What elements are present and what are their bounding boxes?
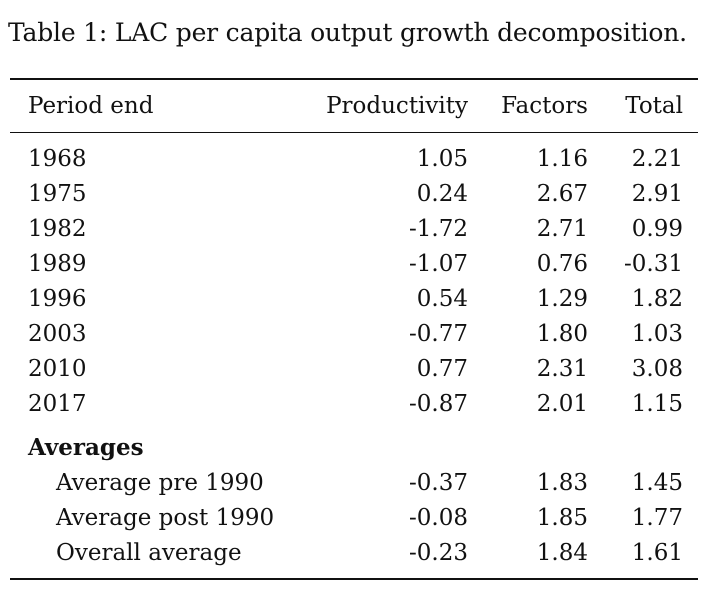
total-cell: 2.91 bbox=[631, 180, 683, 207]
table-row: 1982 -1.72 2.71 0.99 bbox=[10, 211, 698, 246]
productivity-cell: -0.37 bbox=[409, 469, 468, 496]
table-row: 2010 0.77 2.31 3.08 bbox=[10, 351, 698, 386]
average-label: Average post 1990 bbox=[56, 504, 275, 531]
period-cell: 1968 bbox=[28, 145, 87, 172]
total-cell: -0.31 bbox=[624, 250, 683, 277]
table-row: 2017 -0.87 2.01 1.15 bbox=[10, 386, 698, 421]
total-cell: 3.08 bbox=[631, 355, 683, 382]
period-cell: 1989 bbox=[28, 250, 87, 277]
productivity-cell: 0.54 bbox=[416, 285, 468, 312]
factors-cell: 2.67 bbox=[536, 180, 588, 207]
total-cell: 0.99 bbox=[631, 215, 683, 242]
productivity-cell: 0.77 bbox=[416, 355, 468, 382]
productivity-cell: 1.05 bbox=[416, 145, 468, 172]
growth-decomposition-table: Period end Productivity Factors Total 19… bbox=[10, 78, 698, 580]
period-cell: 2003 bbox=[28, 320, 87, 347]
table-row: 1975 0.24 2.67 2.91 bbox=[10, 176, 698, 211]
factors-cell: 2.01 bbox=[536, 390, 588, 417]
total-cell: 1.45 bbox=[631, 469, 683, 496]
factors-cell: 0.76 bbox=[536, 250, 588, 277]
period-cell: 1996 bbox=[28, 285, 87, 312]
factors-cell: 1.85 bbox=[536, 504, 588, 531]
average-row: Average pre 1990 -0.37 1.83 1.45 bbox=[10, 465, 698, 500]
factors-cell: 1.83 bbox=[536, 469, 588, 496]
average-row: Overall average -0.23 1.84 1.61 bbox=[10, 535, 698, 570]
factors-cell: 1.29 bbox=[536, 285, 588, 312]
average-row: Average post 1990 -0.08 1.85 1.77 bbox=[10, 500, 698, 535]
period-cell: 1982 bbox=[28, 215, 87, 242]
productivity-cell: -1.07 bbox=[409, 250, 468, 277]
header-rule bbox=[10, 132, 698, 133]
period-cell: 1975 bbox=[28, 180, 87, 207]
factors-cell: 2.71 bbox=[536, 215, 588, 242]
productivity-cell: -0.23 bbox=[409, 539, 468, 566]
productivity-cell: -0.77 bbox=[409, 320, 468, 347]
top-rule bbox=[10, 78, 698, 80]
header-row: Period end Productivity Factors Total bbox=[10, 80, 698, 132]
total-cell: 1.61 bbox=[631, 539, 683, 566]
table-row: 1968 1.05 1.16 2.21 bbox=[10, 141, 698, 176]
total-cell: 1.15 bbox=[631, 390, 683, 417]
productivity-cell: -1.72 bbox=[409, 215, 468, 242]
factors-cell: 1.84 bbox=[536, 539, 588, 566]
productivity-cell: -0.08 bbox=[409, 504, 468, 531]
factors-cell: 2.31 bbox=[536, 355, 588, 382]
table-row: 1996 0.54 1.29 1.82 bbox=[10, 281, 698, 316]
period-cell: 2010 bbox=[28, 355, 87, 382]
averages-heading: Averages bbox=[28, 434, 144, 461]
total-cell: 2.21 bbox=[631, 145, 683, 172]
productivity-cell: 0.24 bbox=[416, 180, 468, 207]
bottom-rule bbox=[10, 578, 698, 580]
total-cell: 1.03 bbox=[631, 320, 683, 347]
average-label: Average pre 1990 bbox=[56, 469, 264, 496]
period-cell: 2017 bbox=[28, 390, 87, 417]
header-productivity: Productivity bbox=[326, 93, 468, 119]
total-cell: 1.77 bbox=[631, 504, 683, 531]
table-row: 2003 -0.77 1.80 1.03 bbox=[10, 316, 698, 351]
table-row: 1989 -1.07 0.76 -0.31 bbox=[10, 246, 698, 281]
factors-cell: 1.16 bbox=[536, 145, 588, 172]
table-caption: Table 1: LAC per capita output growth de… bbox=[8, 18, 687, 47]
header-total: Total bbox=[625, 93, 683, 119]
average-label: Overall average bbox=[56, 539, 242, 566]
header-factors: Factors bbox=[501, 93, 588, 119]
header-period-end: Period end bbox=[28, 93, 154, 119]
factors-cell: 1.80 bbox=[536, 320, 588, 347]
total-cell: 1.82 bbox=[631, 285, 683, 312]
productivity-cell: -0.87 bbox=[409, 390, 468, 417]
